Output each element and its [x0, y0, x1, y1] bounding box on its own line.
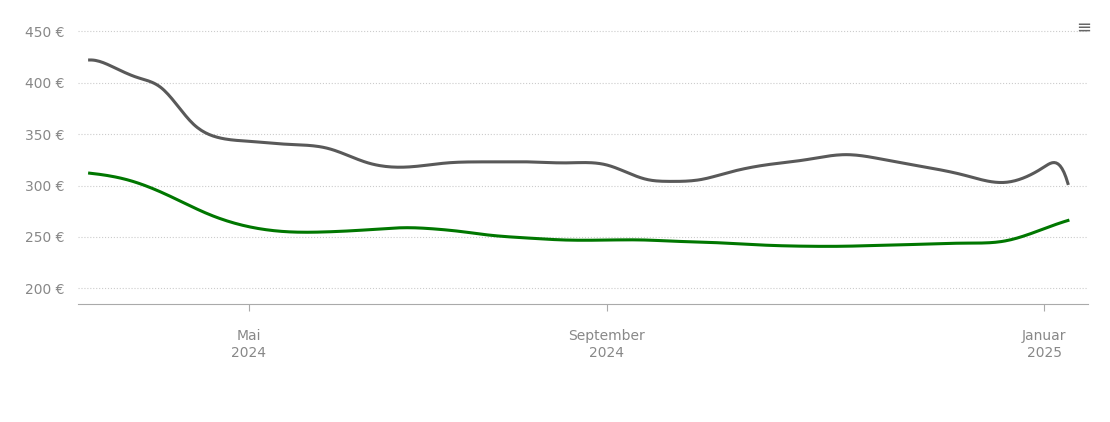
Text: 2024: 2024	[231, 346, 266, 360]
Text: 2024: 2024	[589, 346, 624, 360]
Text: ≡: ≡	[1076, 19, 1091, 37]
Text: Mai: Mai	[236, 329, 261, 343]
Text: 2025: 2025	[1027, 346, 1061, 360]
Text: Januar: Januar	[1022, 329, 1067, 343]
Text: September: September	[568, 329, 645, 343]
